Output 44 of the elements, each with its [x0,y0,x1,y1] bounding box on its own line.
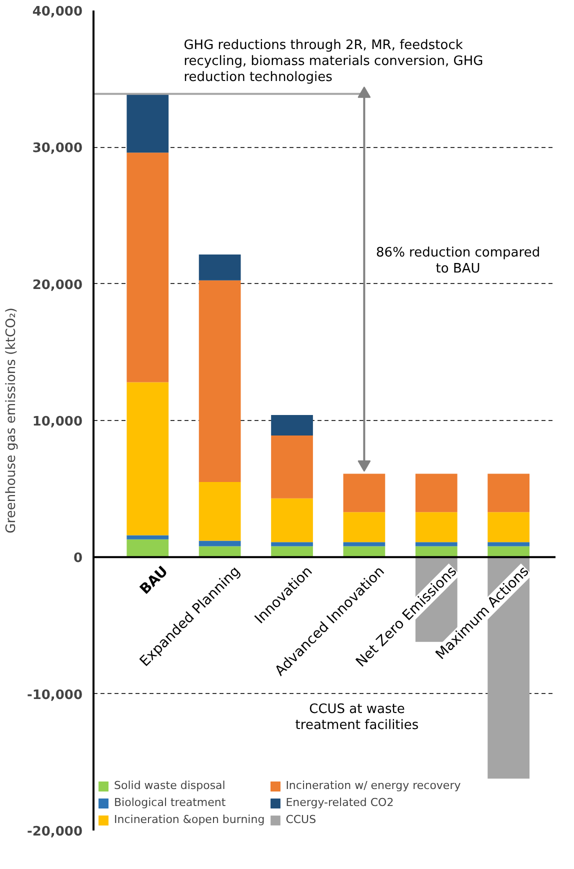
y-tick-label: 40,000 [32,4,83,20]
legend-label: Incineration &open burning [114,813,265,826]
legend-label: Incineration w/ energy recovery [286,779,461,792]
bar [415,546,458,558]
bar [343,542,386,546]
y-tick-label: 10,000 [32,414,83,430]
bar [198,254,241,280]
bar [198,482,241,541]
annotation: CCUS at waste treatment facilities [295,702,419,734]
bar [488,542,530,546]
y-axis-title: Greenhouse gas emissions (ktCO₂) [4,308,19,534]
y-tick-label: 0 [73,551,82,566]
bar [488,512,530,542]
bar [343,546,386,558]
legend-label: Biological treatment [114,796,226,809]
bar [488,546,530,558]
bar [126,152,169,382]
bar [415,474,458,512]
y-tick-label: 30,000 [32,141,83,156]
y-tick-label: 20,000 [32,278,83,293]
bar [126,539,169,558]
legend-label: Solid waste disposal [114,779,226,792]
bar [126,535,169,540]
bar [415,512,458,542]
bar [271,436,313,498]
bar [343,512,386,542]
bar [271,498,313,542]
bar [271,546,313,558]
bar [198,546,241,558]
y-tick-label: -20,000 [26,824,82,840]
bar [198,280,241,482]
y-tick-label: -10,000 [26,688,82,703]
annotation: 86% reduction compared to BAU [376,246,540,277]
bar [415,542,458,546]
bar [126,382,169,536]
bar [198,540,241,546]
bar [343,474,386,512]
legend-label: CCUS [286,813,316,826]
legend-label: Energy-related CO2 [286,796,394,809]
bar [271,542,313,546]
bar [126,94,169,153]
annotation: GHG reductions through 2R, MR, feedstock recycling, biomass materials conversion, GHG reduction technologies [184,38,484,85]
bar [488,474,530,512]
bar [271,415,313,436]
